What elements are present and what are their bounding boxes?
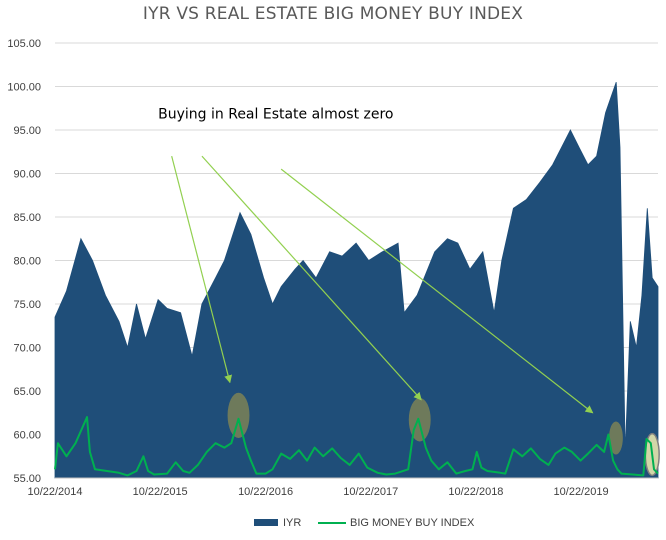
annotation-arrow xyxy=(280,168,594,414)
y-tick-label: 95.00 xyxy=(13,125,41,137)
highlight-circle xyxy=(227,392,250,438)
highlight-circle xyxy=(609,421,623,455)
y-tick-label: 105.00 xyxy=(7,38,41,50)
y-tick-label: 60.00 xyxy=(13,430,41,442)
x-tick-label: 10/22/2017 xyxy=(343,486,398,498)
big-money-buy-index-line xyxy=(54,416,659,477)
legend-label-iyr: IYR xyxy=(283,517,301,529)
x-tick-label: 10/22/2016 xyxy=(238,486,293,498)
x-tick-label: 10/22/2019 xyxy=(554,486,609,498)
y-tick-label: 100.00 xyxy=(7,82,41,94)
y-tick-label: 90.00 xyxy=(13,169,41,181)
chart-title: IYR VS REAL ESTATE BIG MONEY BUY INDEX xyxy=(142,4,524,24)
y-tick-label: 75.00 xyxy=(13,299,41,311)
x-tick-label: 10/22/2018 xyxy=(448,486,503,498)
x-tick-label: 10/22/2014 xyxy=(27,486,82,498)
y-tick-label: 55.00 xyxy=(13,473,41,485)
iyr-area-series xyxy=(54,81,659,479)
annotation-text: Buying in Real Estate almost zero xyxy=(158,107,393,123)
y-tick-label: 80.00 xyxy=(13,256,41,268)
annotation-arrow xyxy=(171,155,233,384)
legend-label-bmbi: BIG MONEY BUY INDEX xyxy=(350,517,475,529)
y-tick-label: 85.00 xyxy=(13,212,41,224)
y-tick-label: 65.00 xyxy=(13,386,41,398)
annotation-arrow xyxy=(201,155,422,401)
y-tick-label: 70.00 xyxy=(13,343,41,355)
x-tick-label: 10/22/2015 xyxy=(133,486,188,498)
legend-swatch-iyr xyxy=(254,519,278,526)
